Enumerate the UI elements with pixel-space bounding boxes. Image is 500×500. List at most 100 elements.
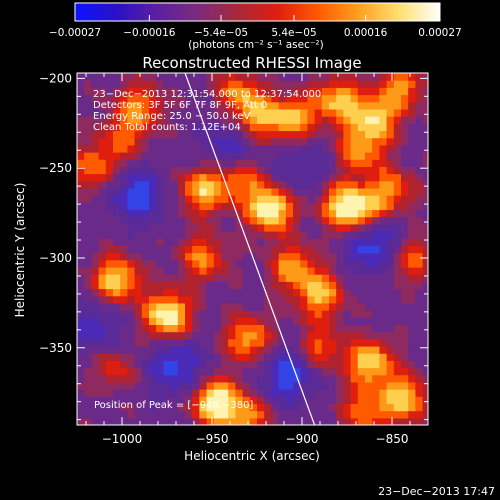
heatmap-cell — [235, 94, 244, 103]
heatmap-cell — [91, 216, 100, 225]
heatmap-cell — [185, 310, 193, 318]
heatmap-cell — [422, 231, 428, 239]
heatmap-cell — [329, 173, 337, 182]
heatmap-cell — [77, 324, 85, 333]
heatmap-cell — [141, 173, 150, 182]
heatmap-cell — [235, 245, 244, 254]
heatmap-cell — [343, 152, 352, 160]
heatmap-cell — [314, 396, 323, 405]
heatmap-cell — [401, 338, 409, 347]
heatmap-cell — [120, 116, 128, 124]
heatmap-cell — [336, 353, 344, 361]
heatmap-cell — [134, 173, 143, 182]
heatmap-cell — [199, 338, 208, 347]
heatmap-cell — [84, 130, 92, 139]
heatmap-cell — [177, 209, 186, 218]
heatmap-cell — [249, 266, 258, 275]
heatmap-cell — [84, 223, 92, 232]
heatmap-cell — [408, 144, 416, 153]
heatmap-cell — [149, 374, 157, 383]
heatmap-cell — [372, 288, 380, 297]
heatmap-cell — [422, 144, 428, 153]
heatmap-cell — [177, 381, 186, 390]
heatmap-cell — [177, 302, 186, 311]
heatmap-cell — [321, 73, 330, 81]
heatmap-cell — [415, 381, 424, 390]
heatmap-cell — [293, 274, 301, 282]
heatmap-cell — [84, 410, 92, 419]
heatmap-cell — [365, 410, 373, 419]
heatmap-cell — [192, 130, 200, 139]
heatmap-cell — [221, 238, 229, 246]
heatmap-cell — [163, 123, 172, 132]
heatmap-cell — [170, 180, 179, 189]
heatmap-cell — [257, 310, 265, 318]
heatmap-cell — [213, 80, 222, 88]
heatmap-cell — [386, 281, 395, 290]
heatmap-cell — [156, 73, 164, 81]
heatmap-cell — [192, 73, 200, 81]
heatmap-cell — [141, 108, 150, 117]
heatmap-cell — [170, 101, 179, 110]
heatmap-cell — [192, 317, 200, 326]
heatmap-cell — [141, 245, 150, 254]
heatmap-cell — [163, 216, 172, 225]
heatmap-cell — [206, 417, 215, 425]
heatmap-cell — [350, 353, 359, 361]
heatmap-cell — [329, 216, 337, 225]
heatmap-cell — [393, 231, 402, 239]
heatmap-cell — [105, 238, 114, 246]
heatmap-cell — [213, 338, 222, 347]
heatmap-cell — [422, 73, 428, 81]
heatmap-cell — [357, 87, 366, 96]
heatmap-cell — [199, 173, 208, 182]
heatmap-cell — [221, 73, 229, 81]
heatmap-cell — [393, 238, 402, 246]
heatmap-cell — [242, 173, 251, 182]
heatmap-cell — [177, 288, 186, 297]
heatmap-cell — [307, 288, 316, 297]
heatmap-cell — [293, 202, 301, 211]
heatmap-cell — [84, 195, 92, 203]
heatmap-cell — [134, 310, 143, 318]
heatmap-cell — [77, 94, 85, 103]
heatmap-cell — [329, 374, 337, 383]
heatmap-cell — [393, 137, 402, 146]
heatmap-cell — [271, 238, 280, 246]
heatmap-cell — [307, 417, 316, 425]
heatmap-cell — [307, 317, 316, 326]
heatmap-cell — [192, 108, 200, 117]
heatmap-cell — [386, 245, 395, 254]
heatmap-cell — [271, 166, 280, 175]
heatmap-cell — [242, 223, 251, 232]
heatmap-cell — [77, 389, 85, 397]
heatmap-cell — [329, 80, 337, 88]
heatmap-cell — [365, 166, 373, 175]
heatmap-cell — [120, 202, 128, 211]
heatmap-cell — [422, 417, 428, 425]
heatmap-cell — [199, 302, 208, 311]
heatmap-cell — [98, 166, 107, 175]
heatmap-cell — [379, 295, 388, 304]
info-time-range: 23−Dec−2013 12:31:54.000 to 12:37:54.000 — [93, 89, 321, 100]
heatmap-cell — [336, 252, 344, 261]
heatmap-cell — [141, 274, 150, 282]
x-tick-label: −1000 — [102, 432, 143, 446]
heatmap-cell — [321, 80, 330, 88]
heatmap-cell — [84, 324, 92, 333]
heatmap-cell — [120, 403, 128, 412]
heatmap-cell — [113, 252, 121, 261]
heatmap-cell — [343, 417, 352, 425]
heatmap-cell — [242, 187, 251, 196]
heatmap-cell — [372, 302, 380, 311]
heatmap-cell — [206, 410, 215, 419]
heatmap-cell — [386, 295, 395, 304]
heatmap-cell — [372, 245, 380, 254]
heatmap-cell — [321, 223, 330, 232]
heatmap-cell — [235, 238, 244, 246]
heatmap-cell — [134, 187, 143, 196]
heatmap-cell — [242, 202, 251, 211]
heatmap-cell — [314, 223, 323, 232]
heatmap-cell — [177, 152, 186, 160]
heatmap-cell — [213, 137, 222, 146]
